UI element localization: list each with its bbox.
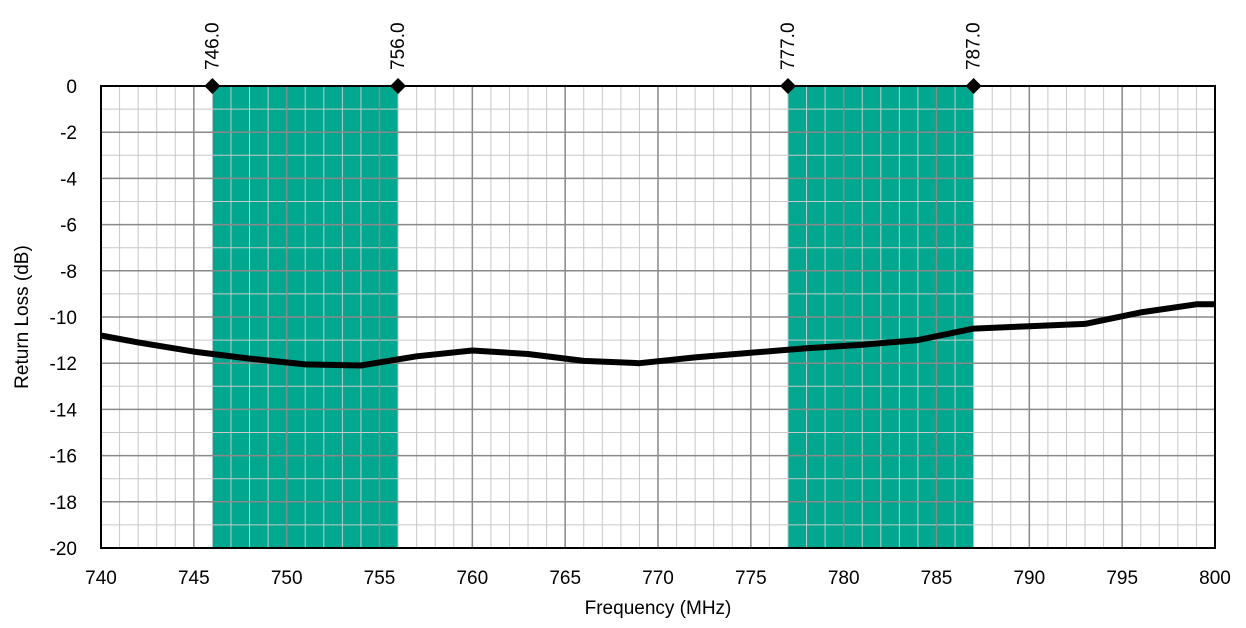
x-tick-label: 775 <box>735 568 767 589</box>
marker-diamond <box>390 78 407 94</box>
x-tick-label: 770 <box>642 568 674 589</box>
x-tick-label: 780 <box>828 568 860 589</box>
x-axis-title: Frequency (MHz) <box>585 598 732 619</box>
y-tick-label: -18 <box>50 493 77 514</box>
x-tick-label: 765 <box>549 568 581 589</box>
x-tick-label: 750 <box>271 568 303 589</box>
y-tick-labels: 0 -2 -4 -6 -8 -10 -12 -14 -16 -18 -20 <box>50 77 78 560</box>
y-tick-label: -4 <box>60 169 77 190</box>
x-tick-label: 800 <box>1199 568 1231 589</box>
y-tick-label: 0 <box>66 77 77 98</box>
marker-label: 756.0 <box>388 22 409 70</box>
x-tick-label: 745 <box>178 568 210 589</box>
x-tick-label: 785 <box>921 568 953 589</box>
x-tick-label: 755 <box>364 568 396 589</box>
marker-diamond <box>779 78 796 94</box>
y-tick-label: -6 <box>60 216 77 237</box>
series-layer <box>100 301 1215 369</box>
y-tick-label: -8 <box>60 262 77 283</box>
series-line-1 <box>100 301 1215 369</box>
y-tick-label: -2 <box>60 123 77 144</box>
x-tick-label: 795 <box>1106 568 1138 589</box>
marker-label: 746.0 <box>202 22 223 70</box>
y-tick-label: -12 <box>50 354 77 375</box>
y-tick-label: -16 <box>50 447 77 468</box>
x-tick-labels: 740 745 750 755 760 765 770 775 780 785 790 795 800 <box>85 568 1231 589</box>
y-tick-label: -14 <box>50 400 78 421</box>
marker-diamond <box>965 78 982 94</box>
x-tick-label: 790 <box>1013 568 1045 589</box>
plot-frame <box>100 85 1216 549</box>
x-tick-label: 740 <box>85 568 117 589</box>
y-tick-label: -10 <box>50 308 77 329</box>
y-axis-title: Return Loss (dB) <box>12 245 33 389</box>
marker-label: 787.0 <box>964 22 985 70</box>
band-markers: 746.0 756.0 777.0 787.0 <box>202 22 985 94</box>
x-tick-label: 760 <box>456 568 488 589</box>
marker-diamond <box>204 78 221 94</box>
y-tick-label: -20 <box>50 539 77 560</box>
marker-label: 777.0 <box>778 22 799 70</box>
